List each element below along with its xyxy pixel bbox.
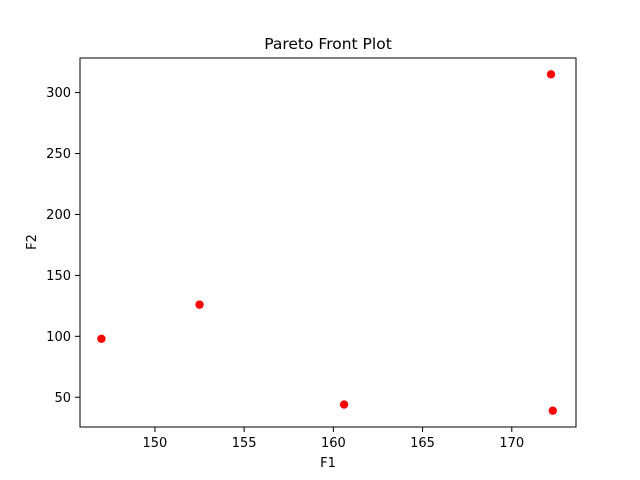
x-tick-label: 165 (410, 436, 435, 451)
x-tick-label: 170 (499, 436, 524, 451)
chart-title: Pareto Front Plot (264, 35, 392, 53)
y-tick-label: 200 (46, 208, 71, 223)
y-axis-label: F2 (25, 234, 40, 250)
x-tick-label: 150 (143, 436, 168, 451)
x-axis-label: F1 (320, 456, 336, 471)
y-axis-ticks: 50 100 150 200 250 300 (46, 86, 80, 406)
data-point (339, 400, 349, 409)
x-axis-ticks: 150 155 160 165 170 (143, 427, 524, 451)
data-points (97, 70, 558, 415)
data-point (195, 300, 204, 309)
y-tick-label: 50 (54, 391, 71, 406)
plot-frame (79, 57, 577, 428)
y-tick-label: 300 (46, 86, 71, 101)
data-point (97, 334, 106, 343)
y-tick-label: 150 (46, 269, 71, 284)
x-tick-label: 155 (232, 436, 257, 451)
y-tick-label: 100 (46, 330, 71, 345)
data-point (548, 406, 558, 415)
x-tick-label: 160 (321, 436, 346, 451)
data-point (546, 70, 556, 79)
y-tick-label: 250 (46, 147, 71, 162)
